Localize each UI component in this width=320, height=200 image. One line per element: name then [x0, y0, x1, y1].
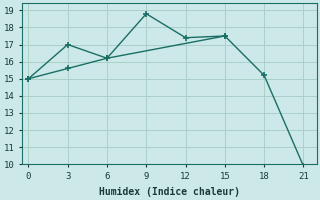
X-axis label: Humidex (Indice chaleur): Humidex (Indice chaleur) — [99, 186, 240, 197]
